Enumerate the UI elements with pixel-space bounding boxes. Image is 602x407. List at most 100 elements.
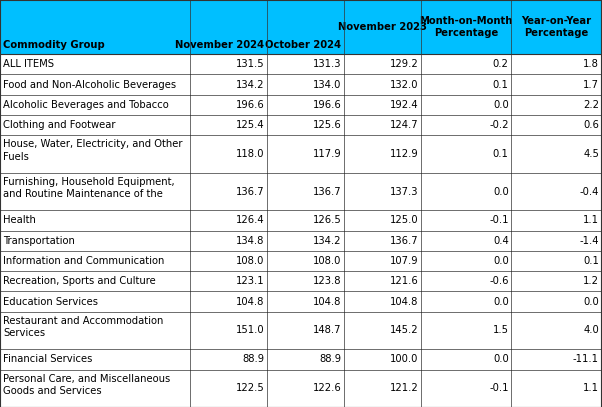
Bar: [0, 135, 601, 173]
Text: 1.1: 1.1: [583, 215, 599, 225]
Text: Restaurant and Accommodation
Services: Restaurant and Accommodation Services: [3, 316, 163, 338]
Text: 134.2: 134.2: [236, 80, 264, 90]
Text: 125.4: 125.4: [235, 120, 264, 130]
Text: 132.0: 132.0: [390, 80, 418, 90]
Text: -11.1: -11.1: [573, 354, 599, 364]
Bar: [0, 115, 601, 135]
Text: 88.9: 88.9: [242, 354, 264, 364]
Text: Year-on-Year
Percentage: Year-on-Year Percentage: [521, 16, 591, 38]
Bar: [0, 312, 601, 349]
Text: 126.4: 126.4: [235, 215, 264, 225]
Text: 0.0: 0.0: [493, 186, 509, 197]
Bar: [0, 230, 601, 251]
Text: 1.7: 1.7: [583, 80, 599, 90]
Text: 196.6: 196.6: [235, 100, 264, 110]
Text: Financial Services: Financial Services: [3, 354, 92, 364]
Text: -0.4: -0.4: [580, 186, 599, 197]
Text: Personal Care, and Miscellaneous
Goods and Services: Personal Care, and Miscellaneous Goods a…: [3, 374, 170, 396]
Text: 134.8: 134.8: [236, 236, 264, 246]
Text: House, Water, Electricity, and Other
Fuels: House, Water, Electricity, and Other Fue…: [3, 140, 182, 162]
Text: Alcoholic Beverages and Tobacco: Alcoholic Beverages and Tobacco: [3, 100, 169, 110]
Text: 107.9: 107.9: [389, 256, 418, 266]
Text: 1.5: 1.5: [492, 326, 509, 335]
Text: 108.0: 108.0: [313, 256, 341, 266]
Text: Health: Health: [3, 215, 36, 225]
Text: Month-on-Month
Percentage: Month-on-Month Percentage: [419, 16, 513, 38]
Bar: [0, 54, 601, 74]
Bar: [0, 251, 601, 271]
Text: 121.2: 121.2: [389, 383, 418, 393]
Text: 88.9: 88.9: [319, 354, 341, 364]
Text: -0.2: -0.2: [489, 120, 509, 130]
Text: 0.0: 0.0: [493, 354, 509, 364]
Text: 125.6: 125.6: [312, 120, 341, 130]
Text: Education Services: Education Services: [3, 297, 98, 306]
Text: 136.7: 136.7: [389, 236, 418, 246]
Text: Furnishing, Household Equipment,
and Routine Maintenance of the: Furnishing, Household Equipment, and Rou…: [3, 177, 175, 199]
Text: 104.8: 104.8: [313, 297, 341, 306]
Text: 0.0: 0.0: [583, 297, 599, 306]
Text: 100.0: 100.0: [390, 354, 418, 364]
Text: 137.3: 137.3: [390, 186, 418, 197]
Bar: [0, 210, 601, 230]
Text: 0.0: 0.0: [493, 100, 509, 110]
Text: 196.6: 196.6: [312, 100, 341, 110]
Text: 0.2: 0.2: [493, 59, 509, 69]
Text: 151.0: 151.0: [235, 326, 264, 335]
Text: 0.0: 0.0: [493, 256, 509, 266]
Text: Recreation, Sports and Culture: Recreation, Sports and Culture: [3, 276, 156, 286]
Text: Clothing and Footwear: Clothing and Footwear: [3, 120, 116, 130]
Text: 104.8: 104.8: [390, 297, 418, 306]
Text: 121.6: 121.6: [389, 276, 418, 286]
Bar: [0, 173, 601, 210]
Text: 117.9: 117.9: [312, 149, 341, 159]
Text: 134.2: 134.2: [313, 236, 341, 246]
Text: 0.4: 0.4: [493, 236, 509, 246]
Text: Food and Non-Alcoholic Beverages: Food and Non-Alcoholic Beverages: [3, 80, 176, 90]
Text: 104.8: 104.8: [236, 297, 264, 306]
Text: November 2024: November 2024: [175, 40, 264, 50]
Text: 112.9: 112.9: [389, 149, 418, 159]
Bar: [0, 370, 601, 407]
Text: 2.2: 2.2: [583, 100, 599, 110]
Text: -0.1: -0.1: [489, 215, 509, 225]
Bar: [0, 0, 601, 54]
Text: -0.1: -0.1: [489, 383, 509, 393]
Text: 192.4: 192.4: [389, 100, 418, 110]
Text: 125.0: 125.0: [389, 215, 418, 225]
Text: 148.7: 148.7: [313, 326, 341, 335]
Text: 1.8: 1.8: [583, 59, 599, 69]
Text: 4.0: 4.0: [583, 326, 599, 335]
Text: 0.1: 0.1: [493, 80, 509, 90]
Text: 0.1: 0.1: [583, 256, 599, 266]
Text: -0.6: -0.6: [489, 276, 509, 286]
Text: 145.2: 145.2: [389, 326, 418, 335]
Bar: [0, 271, 601, 291]
Text: 122.5: 122.5: [235, 383, 264, 393]
Text: 0.6: 0.6: [583, 120, 599, 130]
Text: October 2024: October 2024: [265, 40, 341, 50]
Text: 131.3: 131.3: [313, 59, 341, 69]
Text: 0.1: 0.1: [493, 149, 509, 159]
Bar: [0, 291, 601, 312]
Text: Commodity Group: Commodity Group: [3, 40, 105, 50]
Text: 123.8: 123.8: [313, 276, 341, 286]
Text: 1.2: 1.2: [583, 276, 599, 286]
Bar: [0, 349, 601, 370]
Text: 126.5: 126.5: [312, 215, 341, 225]
Text: 108.0: 108.0: [236, 256, 264, 266]
Text: 134.0: 134.0: [313, 80, 341, 90]
Text: Information and Communication: Information and Communication: [3, 256, 164, 266]
Text: 131.5: 131.5: [235, 59, 264, 69]
Text: 0.0: 0.0: [493, 297, 509, 306]
Text: ALL ITEMS: ALL ITEMS: [3, 59, 54, 69]
Text: November 2023: November 2023: [338, 22, 427, 32]
Text: 118.0: 118.0: [236, 149, 264, 159]
Text: 136.7: 136.7: [235, 186, 264, 197]
Text: 4.5: 4.5: [583, 149, 599, 159]
Text: 124.7: 124.7: [389, 120, 418, 130]
Text: 123.1: 123.1: [235, 276, 264, 286]
Text: 136.7: 136.7: [312, 186, 341, 197]
Text: 129.2: 129.2: [389, 59, 418, 69]
Text: -1.4: -1.4: [580, 236, 599, 246]
